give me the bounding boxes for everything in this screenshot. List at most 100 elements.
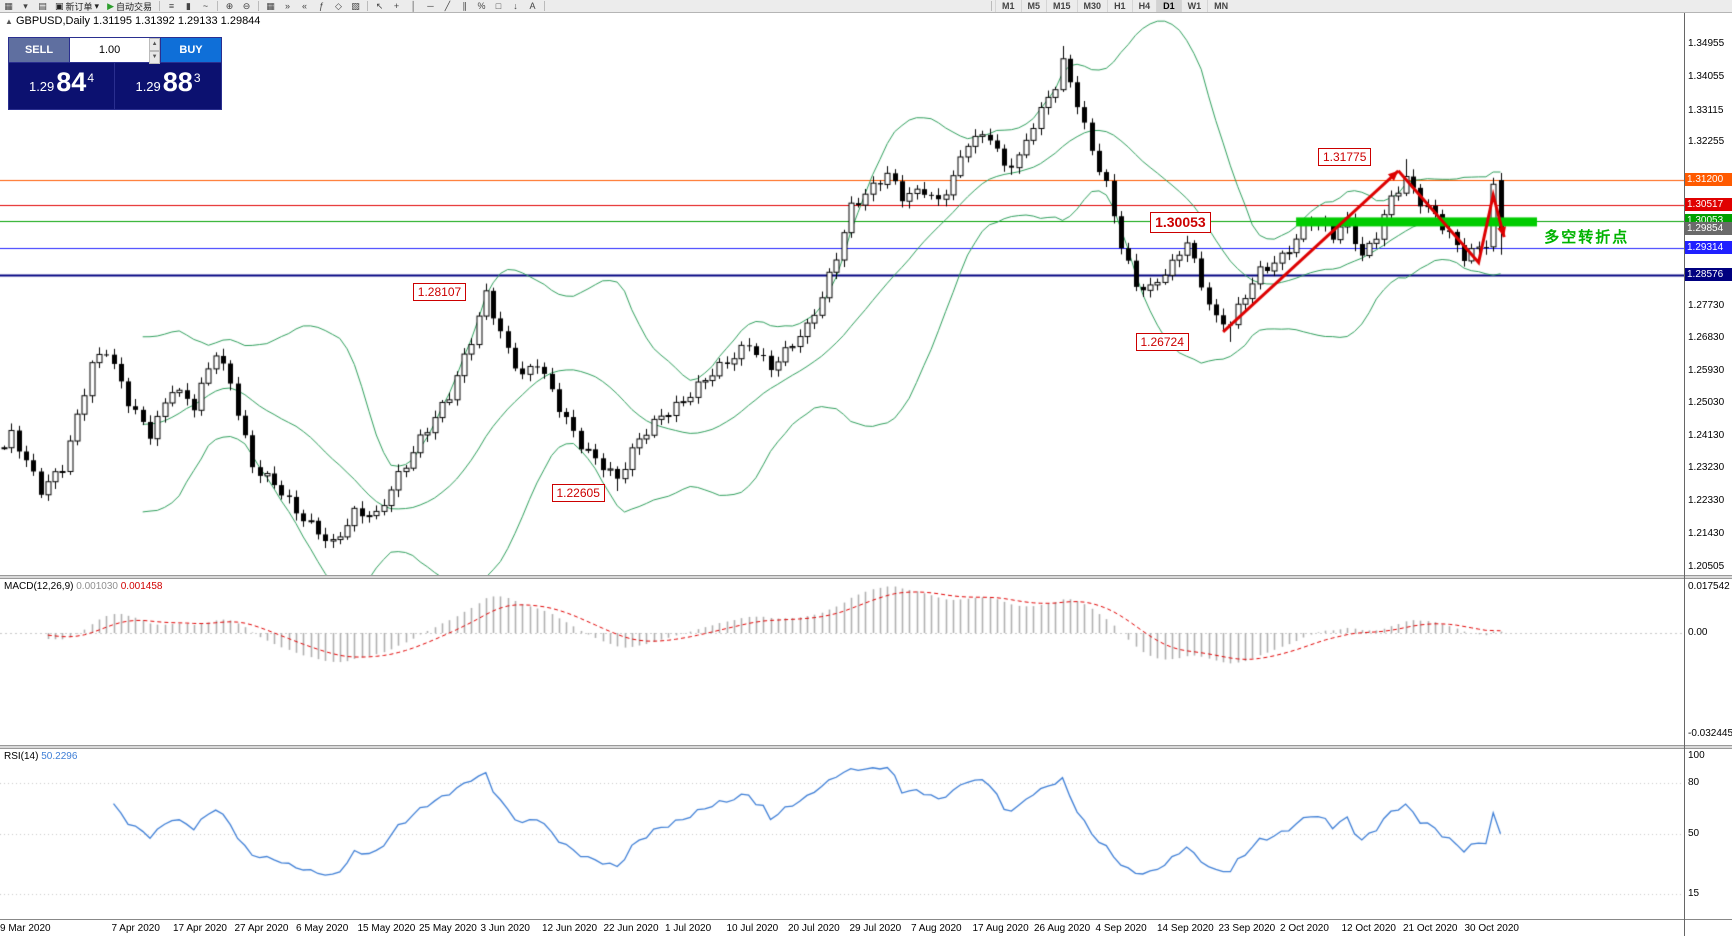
volume-down-icon[interactable]: ▼ <box>149 51 160 64</box>
timeframe-m15-button[interactable]: M15 <box>1046 0 1077 12</box>
cursor-icon[interactable]: ↖ <box>375 0 384 11</box>
bid-price[interactable]: 1.29 84 4 <box>9 63 115 109</box>
timeframe-m30-button[interactable]: M30 <box>1076 0 1108 12</box>
indicators-icon[interactable]: ƒ <box>318 1 324 11</box>
price-tick: 1.34055 <box>1688 70 1725 82</box>
price-callout-label[interactable]: 1.22605 <box>551 483 605 502</box>
date-label: 25 May 2020 <box>419 923 477 934</box>
rsi-canvas[interactable] <box>0 749 1684 919</box>
chart-ohlc-values: 1.31195 1.31392 1.29133 1.29844 <box>93 15 261 27</box>
price-tag: 1.30517 <box>1684 197 1732 211</box>
toolbar-separator <box>258 1 259 11</box>
templates-icon[interactable]: ▧ <box>351 0 360 11</box>
date-label: 12 Jun 2020 <box>542 923 598 934</box>
rsi-header: RSI(14) 50.2296 <box>4 751 77 762</box>
chinese-annotation[interactable]: 多空转折点 <box>1544 228 1630 246</box>
new-chart-icon[interactable]: ▦ <box>4 0 13 11</box>
text-icon[interactable]: A <box>529 1 536 11</box>
macd-header: MACD(12,26,9) 0.001030 0.001458 <box>4 581 162 592</box>
date-label: 26 Aug 2020 <box>1034 923 1091 934</box>
crosshair-icon[interactable]: + <box>393 1 400 11</box>
date-label: 20 Jul 2020 <box>788 923 840 934</box>
price-callout-label[interactable]: 1.30053 <box>1150 211 1211 233</box>
price-tag: 1.31200 <box>1684 172 1732 186</box>
timeframe-m5-button[interactable]: M5 <box>1020 0 1047 12</box>
toolbar-separator <box>217 1 218 11</box>
timeframe-h4-button[interactable]: H4 <box>1131 0 1157 12</box>
rsi-tick: 50 <box>1688 828 1700 839</box>
shapes-icon[interactable]: □ <box>495 1 502 11</box>
price-tick: 1.25030 <box>1688 397 1725 409</box>
vertical-line-icon[interactable]: │ <box>410 1 417 11</box>
zoom-in-icon[interactable]: ⊕ <box>225 0 234 11</box>
toolbar-separator <box>544 1 545 11</box>
volume-up-icon[interactable]: ▲ <box>149 38 160 51</box>
bar-chart-icon[interactable]: ≡ <box>168 1 175 11</box>
macd-scale[interactable]: 0.017542 0.00 -0.032445 <box>1684 579 1732 745</box>
scale-separator <box>1684 13 1685 936</box>
price-scale[interactable]: 1.34955 1.34055 1.33115 1.32255 1.27730 1.268… <box>1684 13 1732 575</box>
price-tag: 1.28576 <box>1684 267 1732 281</box>
rsi-value: 50.2296 <box>41 751 78 762</box>
price-callout-label[interactable]: 1.31775 <box>1318 148 1372 167</box>
date-label: 2 Oct 2020 <box>1280 923 1329 934</box>
candlestick-chart-icon[interactable]: ▮ <box>186 0 191 11</box>
chart-panel: ▲ GBPUSD,Daily 1.31195 1.31392 1.29133 1… <box>0 13 1732 575</box>
price-tag: 1.29854 <box>1684 221 1732 235</box>
date-label: 17 Apr 2020 <box>173 923 227 934</box>
toolbar: ▦ ▾ ▤ ▣ 新订单 ▾ ▶ 自动交易 ≡ ▮ ~ ⊕ ⊖ ▦ » « ƒ ◇ ▧ ↖ + │ ─ ╱ ∥% □ ↓ A M1 M5 M1… <box>0 0 1732 13</box>
chart-dropdown-icon[interactable]: ▾ <box>23 0 28 11</box>
profiles-icon[interactable]: ▤ <box>38 0 47 11</box>
price-tick: 1.32255 <box>1688 135 1725 147</box>
panel-splitter[interactable] <box>0 575 1732 579</box>
price-tick: 1.27730 <box>1688 299 1725 311</box>
buy-button[interactable]: BUY <box>161 38 221 62</box>
timeframe-h1-button[interactable]: H1 <box>1107 0 1132 12</box>
ask-price[interactable]: 1.29 88 3 <box>135 67 201 97</box>
price-tick: 1.21430 <box>1688 527 1725 539</box>
price-tick: 1.34955 <box>1688 38 1725 49</box>
macd-tick: 0.00 <box>1688 627 1708 638</box>
channel-icon[interactable]: ∥ <box>462 0 467 11</box>
timeframe-w1-button[interactable]: W1 <box>1180 0 1208 12</box>
tile-windows-icon[interactable]: ▦ <box>266 0 275 11</box>
sell-button[interactable]: SELL <box>9 38 69 62</box>
timeframe-m1-button[interactable]: M1 <box>995 0 1021 12</box>
new-order-button-label: 新订单 <box>65 1 93 12</box>
price-chart-canvas[interactable] <box>0 13 1684 575</box>
price-callout-label[interactable]: 1.28107 <box>412 282 467 301</box>
autotrading-button[interactable]: ▶ 自动交易 <box>103 0 156 12</box>
price-tick: 1.33115 <box>1688 104 1724 116</box>
chart-shift-icon[interactable]: « <box>301 1 307 11</box>
periods-icon[interactable]: ◇ <box>335 0 342 11</box>
timeframe-d1-button[interactable]: D1 <box>1156 0 1181 12</box>
line-chart-icon[interactable]: ~ <box>202 1 209 11</box>
chart-symbol-label: GBPUSD,Daily <box>15 15 90 27</box>
new-order-button[interactable]: ▣ 新订单 ▾ <box>51 0 103 12</box>
price-callout-label[interactable]: 1.26724 <box>1135 333 1189 352</box>
autotrading-button-icon: ▶ <box>107 0 114 11</box>
macd-canvas[interactable] <box>0 579 1684 745</box>
date-label: 12 Oct 2020 <box>1341 923 1396 934</box>
trendline-icon[interactable]: ╱ <box>444 0 451 11</box>
date-axis[interactable]: 9 Mar 2020 7 Apr 2020 17 Apr 2020 27 Apr 20… <box>0 919 1732 936</box>
volume-input[interactable] <box>70 38 150 62</box>
rsi-tick: 100 <box>1688 750 1705 761</box>
timeframe-mn-button[interactable]: MN <box>1207 0 1234 12</box>
price-tick: 1.25930 <box>1688 364 1725 376</box>
macd-label: MACD(12,26,9) <box>4 581 74 592</box>
auto-scroll-icon[interactable]: » <box>284 1 290 11</box>
fibonacci-icon[interactable]: % <box>477 1 486 11</box>
one-click-trading-widget: SELL ▲ ▼ BUY 1.29 84 4 1.29 <box>8 37 222 110</box>
rsi-scale[interactable]: 100 80 50 15 <box>1684 749 1732 919</box>
date-label: 21 Oct 2020 <box>1403 923 1458 934</box>
horizontal-line-icon[interactable]: ─ <box>427 1 434 11</box>
zoom-out-icon[interactable]: ⊖ <box>242 0 251 11</box>
panel-splitter-2[interactable] <box>0 745 1732 749</box>
price-tick: 1.22330 <box>1688 494 1725 506</box>
symbol-expand-icon[interactable]: ▲ <box>5 17 13 26</box>
toolbar-separator <box>159 1 160 11</box>
macd-tick: 0.017542 <box>1688 581 1730 592</box>
arrows-icon[interactable]: ↓ <box>513 1 518 11</box>
